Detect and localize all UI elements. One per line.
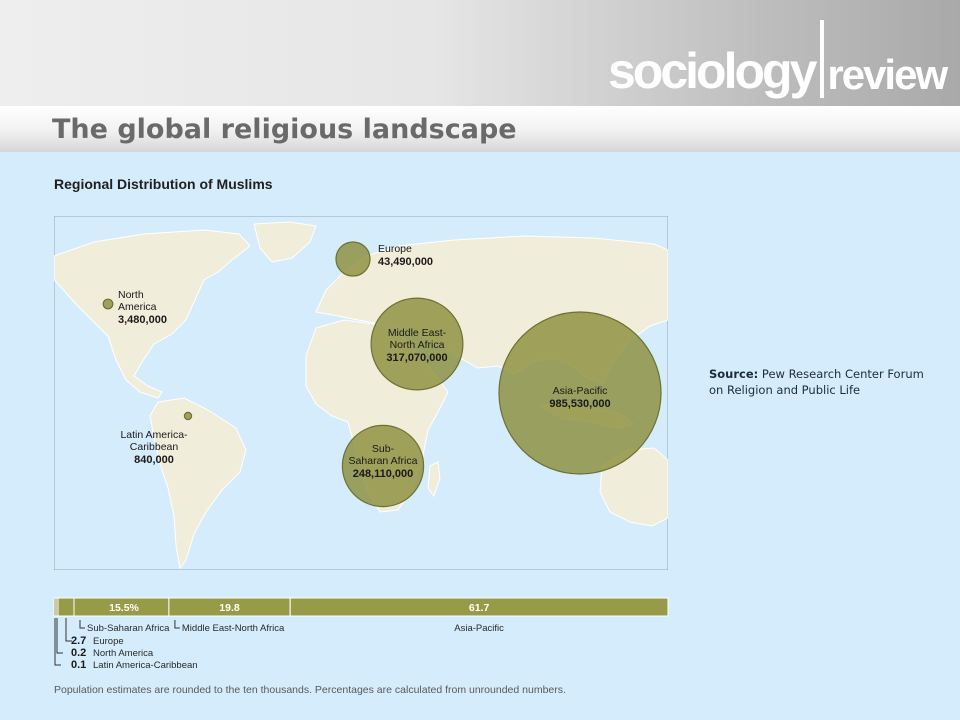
logo-word-sociology: sociology	[608, 43, 817, 99]
region-value-middle-east-north-africa: 317,070,000	[386, 352, 447, 364]
south-america-land	[149, 397, 247, 570]
bar-value-middle-east-north-africa: 19.8	[219, 602, 240, 614]
region-name-latin-america-caribbean: Latin America-	[120, 429, 188, 441]
bar-category-asia-pacific: Asia-Pacific	[454, 623, 504, 634]
region-value-north-america: 3,480,000	[118, 314, 167, 326]
footnote: Population estimates are rounded to the …	[54, 684, 566, 696]
region-value-asia-pacific: 985,530,000	[549, 398, 610, 410]
bubble-europe	[335, 241, 371, 277]
bubble-north-america	[102, 298, 114, 310]
small-value-north-america: 0.2	[71, 647, 86, 659]
region-value-europe: 43,490,000	[378, 256, 433, 268]
bubble-middle-east-north-africa	[370, 297, 464, 391]
north-america-land	[54, 229, 251, 399]
header-banner	[0, 0, 960, 106]
small-name-north-america: North America	[93, 648, 154, 659]
region-name-latin-america-caribbean-line2: Caribbean	[130, 441, 179, 453]
bubble-sub-saharan-africa	[341, 424, 425, 508]
source-text: Pew Research Center Forum on Religion an…	[709, 367, 924, 397]
region-name-asia-pacific: Asia-Pacific	[553, 385, 608, 397]
sociology-review-logo: sociology review	[608, 20, 948, 99]
bubble-asia-pacific	[498, 311, 662, 475]
bar-category-sub-saharan-africa: Sub-Saharan Africa	[87, 623, 170, 634]
logo-divider	[820, 20, 825, 98]
small-value-latin-america-caribbean: 0.1	[71, 659, 86, 671]
bubble-latin-america-caribbean	[183, 411, 193, 421]
bar-value-sub-saharan-africa: 15.5%	[109, 602, 139, 614]
distribution-bar-chart: 15.5% 19.8 61.7 Sub-Saharan Africa Middle E…	[53, 597, 669, 671]
title-strip	[0, 106, 960, 152]
callout-layer: Sub-Saharan Africa Middle East-North Afri…	[54, 618, 504, 671]
small-name-europe: Europe	[93, 636, 124, 647]
region-name-north-america-line2: America	[118, 301, 157, 313]
region-name-sub-saharan-africa: Sub-	[372, 443, 395, 455]
leader-north-america	[56, 618, 63, 654]
leader-europe	[65, 618, 72, 642]
region-name-middle-east-north-africa-line2: North Africa	[390, 339, 445, 351]
small-name-latin-america-caribbean: Latin America-Caribbean	[93, 660, 198, 671]
bracket-middle-east-north-africa	[174, 620, 180, 629]
region-name-europe: Europe	[378, 243, 412, 255]
greenland-land	[253, 221, 317, 263]
logo-word-review: review	[827, 51, 948, 98]
chart-title: Regional Distribution of Muslims	[54, 176, 273, 192]
leader-latin-america-caribbean	[54, 618, 61, 666]
bar-value-asia-pacific: 61.7	[469, 602, 490, 614]
small-value-europe: 2.7	[71, 635, 86, 647]
region-value-sub-saharan-africa: 248,110,000	[353, 468, 414, 480]
source-label: Source:	[709, 367, 759, 381]
madagascar-land	[427, 461, 441, 498]
bar-segment-asia-pacific	[289, 597, 669, 617]
bar-segment-europe	[57, 597, 75, 617]
source-note: Source: Pew Research Center Forum on Rel…	[709, 366, 924, 398]
bracket-sub-saharan-africa	[79, 620, 85, 629]
region-name-north-america: North	[118, 289, 144, 301]
bar-layer: 15.5% 19.8 61.7	[53, 597, 669, 617]
region-name-middle-east-north-africa: Middle East-	[388, 327, 447, 339]
region-value-latin-america-caribbean: 840,000	[134, 454, 174, 466]
australia-land	[599, 447, 668, 527]
region-name-sub-saharan-africa-line2: Saharan Africa	[349, 455, 418, 467]
bar-category-middle-east-north-africa: Middle East-North Africa	[182, 623, 285, 634]
page-title: The global religious landscape	[52, 114, 517, 145]
